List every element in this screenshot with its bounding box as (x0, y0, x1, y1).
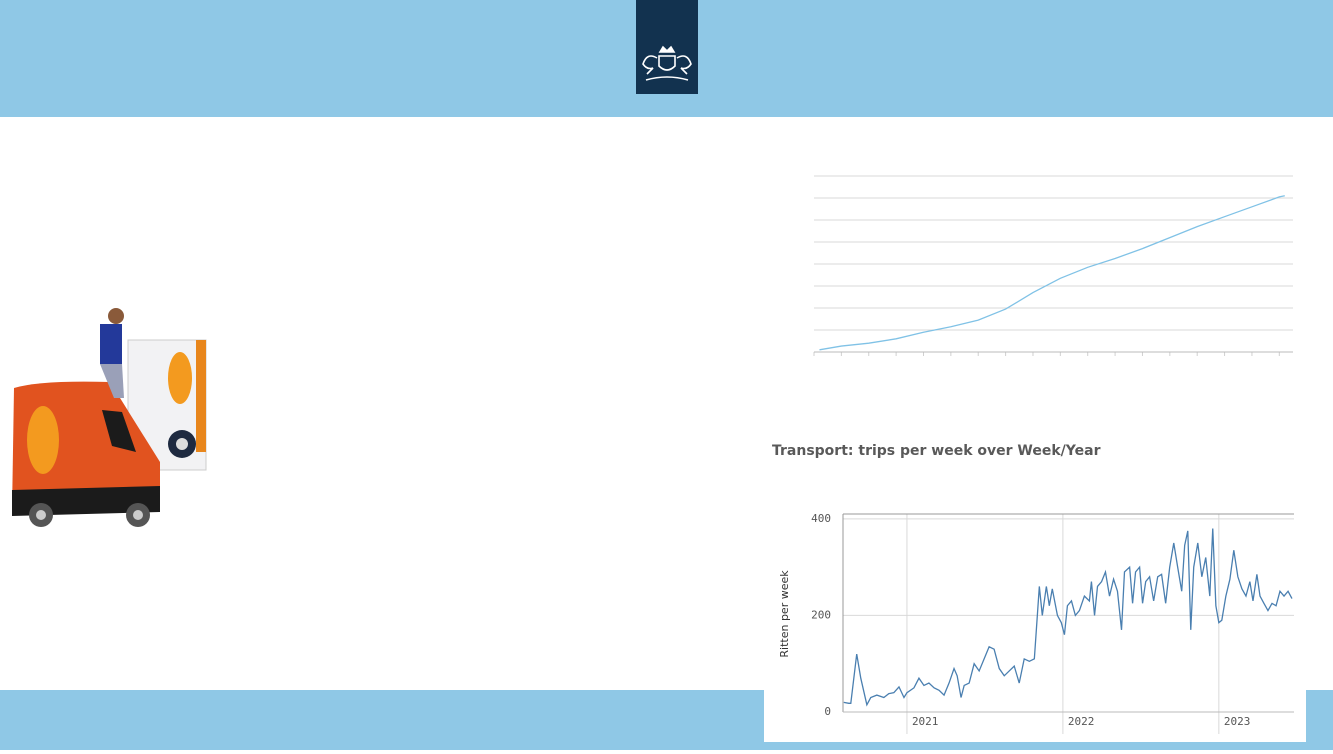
x-tick-label: 2022 (1068, 715, 1095, 728)
chart-panel (764, 496, 1306, 742)
y-tick-label: 0 (824, 705, 831, 718)
y-tick-label: 400 (811, 512, 831, 525)
delivery-illustration (12, 308, 207, 527)
y-tick-label: 200 (811, 608, 831, 621)
logo (636, 0, 698, 94)
x-tick-label: 2021 (912, 715, 939, 728)
chart-title: Transport: trips per week over Week/Year (772, 443, 1101, 459)
data-line (819, 195, 1285, 351)
data-line (843, 528, 1293, 707)
y-axis-label: Ritten per week (778, 570, 791, 658)
logo-crest (642, 45, 692, 81)
x-tick-label: 2023 (1224, 715, 1251, 728)
